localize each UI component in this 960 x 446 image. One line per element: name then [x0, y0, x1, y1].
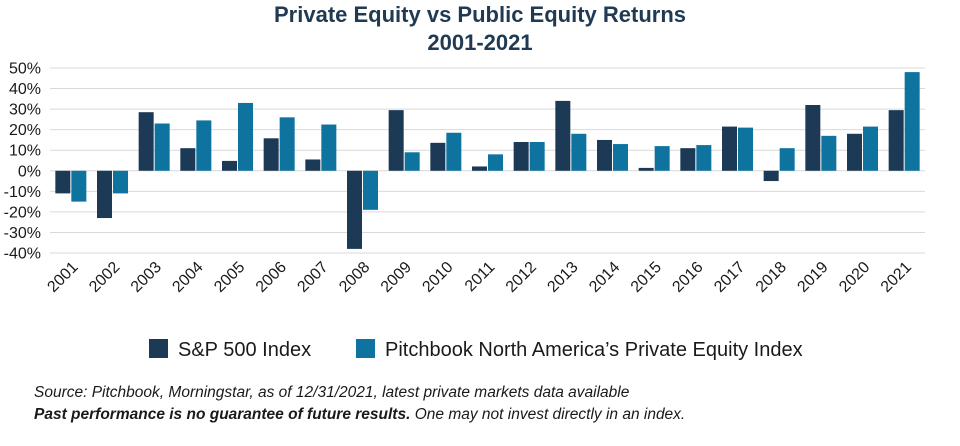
pe-index-bar-2014 [613, 144, 628, 171]
disclaimer-bold: Past performance is no guarantee of futu… [34, 406, 411, 423]
chart-title: Private Equity vs Public Equity Returns [274, 2, 686, 27]
legend-swatch-sp500 [149, 339, 168, 358]
y-axis-ticks: 50% 40% 30% 20% 10% 0% -10% -20% -30% -40% [4, 61, 41, 263]
sp500-bar-2005 [222, 160, 237, 171]
sp500-bar-2007 [305, 159, 321, 171]
y-tick-label: 10% [9, 143, 41, 160]
sp500-bar-2019 [805, 105, 821, 171]
pe-index-bar-2015 [654, 146, 670, 171]
bars [55, 72, 920, 249]
sp500-bar-2017 [722, 126, 737, 171]
sp500-bar-2015 [638, 167, 654, 171]
pe-index-bar-2021 [904, 72, 920, 171]
y-tick-label: -30% [4, 225, 41, 242]
y-tick-label: -10% [4, 184, 41, 201]
pe-index-bar-2011 [488, 154, 503, 171]
bar-chart: Private Equity vs Public Equity Returns … [4, 2, 925, 361]
x-tick-label: 2011 [462, 259, 498, 295]
x-tick-label: 2016 [669, 259, 706, 296]
pe-index-bar-2016 [696, 145, 712, 171]
pe-index-bar-2007 [321, 124, 337, 171]
sp500-bar-2006 [263, 138, 279, 171]
footer-disclaimer: Past performance is no guarantee of futu… [34, 406, 685, 424]
x-tick-label: 2017 [711, 259, 748, 296]
x-tick-label: 2010 [419, 259, 456, 296]
pe-index-bar-2017 [738, 127, 753, 171]
sp500-bar-2004 [180, 148, 196, 171]
y-tick-label: -20% [4, 204, 41, 221]
x-axis-ticks: 2001 2002 2003 2004 2005 2006 2007 2008 2009 2010… [44, 259, 915, 296]
pe-index-bar-2018 [779, 148, 795, 171]
sp500-bar-2012 [513, 142, 529, 171]
sp500-bar-2014 [597, 139, 612, 171]
pe-index-bar-2019 [821, 135, 837, 171]
x-tick-label: 2008 [336, 259, 373, 296]
pe-index-bar-2001 [71, 170, 87, 202]
x-tick-label: 2002 [86, 259, 123, 296]
sp500-bar-2010 [430, 142, 446, 171]
x-tick-label: 2014 [586, 259, 623, 296]
x-tick-label: 2009 [378, 259, 415, 296]
pe-index-bar-2009 [404, 152, 420, 171]
pe-index-bar-2004 [196, 120, 212, 171]
y-tick-label: 30% [9, 102, 41, 119]
x-tick-label: 2019 [794, 259, 831, 296]
y-tick-label: 50% [9, 61, 41, 78]
sp500-bar-2002 [97, 170, 112, 219]
x-tick-label: 2005 [211, 259, 248, 296]
sp500-bar-2018 [763, 170, 779, 182]
x-tick-label: 2003 [128, 259, 165, 296]
pe-index-bar-2002 [113, 170, 128, 194]
pe-index-bar-2003 [154, 123, 170, 171]
sp500-bar-2001 [55, 170, 71, 194]
sp500-bar-2013 [555, 100, 571, 171]
x-tick-label: 2001 [44, 259, 81, 296]
x-tick-label: 2021 [878, 259, 915, 296]
x-tick-label: 2004 [169, 259, 206, 296]
sp500-bar-2021 [888, 110, 904, 171]
sp500-bar-2011 [472, 166, 487, 171]
x-tick-label: 2018 [753, 259, 790, 296]
gridlines [50, 67, 925, 254]
pe-index-bar-2012 [529, 142, 545, 171]
y-tick-label: 20% [9, 122, 41, 139]
footer-source: Source: Pitchbook, Morningstar, as of 12… [34, 384, 630, 401]
sp500-bar-2003 [138, 112, 154, 171]
sp500-bar-2008 [347, 170, 362, 249]
pe-index-bar-2008 [363, 170, 378, 210]
sp500-bar-2009 [388, 110, 404, 171]
x-tick-label: 2013 [544, 259, 581, 296]
chart-subtitle: 2001-2021 [427, 30, 532, 55]
legend: S&P 500 Index Pitchbook North America’s P… [149, 339, 803, 361]
sp500-bar-2020 [847, 133, 862, 171]
y-tick-label: -40% [4, 246, 41, 263]
pe-index-bar-2006 [279, 117, 295, 171]
sp500-bar-2016 [680, 148, 696, 171]
pe-index-bar-2010 [446, 132, 462, 171]
x-tick-label: 2006 [253, 259, 290, 296]
x-tick-label: 2007 [294, 259, 331, 296]
y-tick-label: 40% [9, 81, 41, 98]
x-tick-label: 2012 [503, 259, 540, 296]
disclaimer-rest: One may not invest directly in an index. [410, 406, 686, 423]
legend-label-sp500: S&P 500 Index [178, 339, 311, 361]
pe-index-bar-2020 [863, 126, 878, 171]
legend-label-pe-index: Pitchbook North America’s Private Equity… [385, 339, 803, 361]
pe-index-bar-2005 [238, 102, 253, 171]
x-tick-label: 2020 [836, 259, 873, 296]
x-tick-label: 2015 [628, 259, 665, 296]
legend-swatch-pe-index [356, 339, 375, 358]
y-tick-label: 0% [18, 163, 41, 180]
pe-index-bar-2013 [571, 133, 587, 171]
